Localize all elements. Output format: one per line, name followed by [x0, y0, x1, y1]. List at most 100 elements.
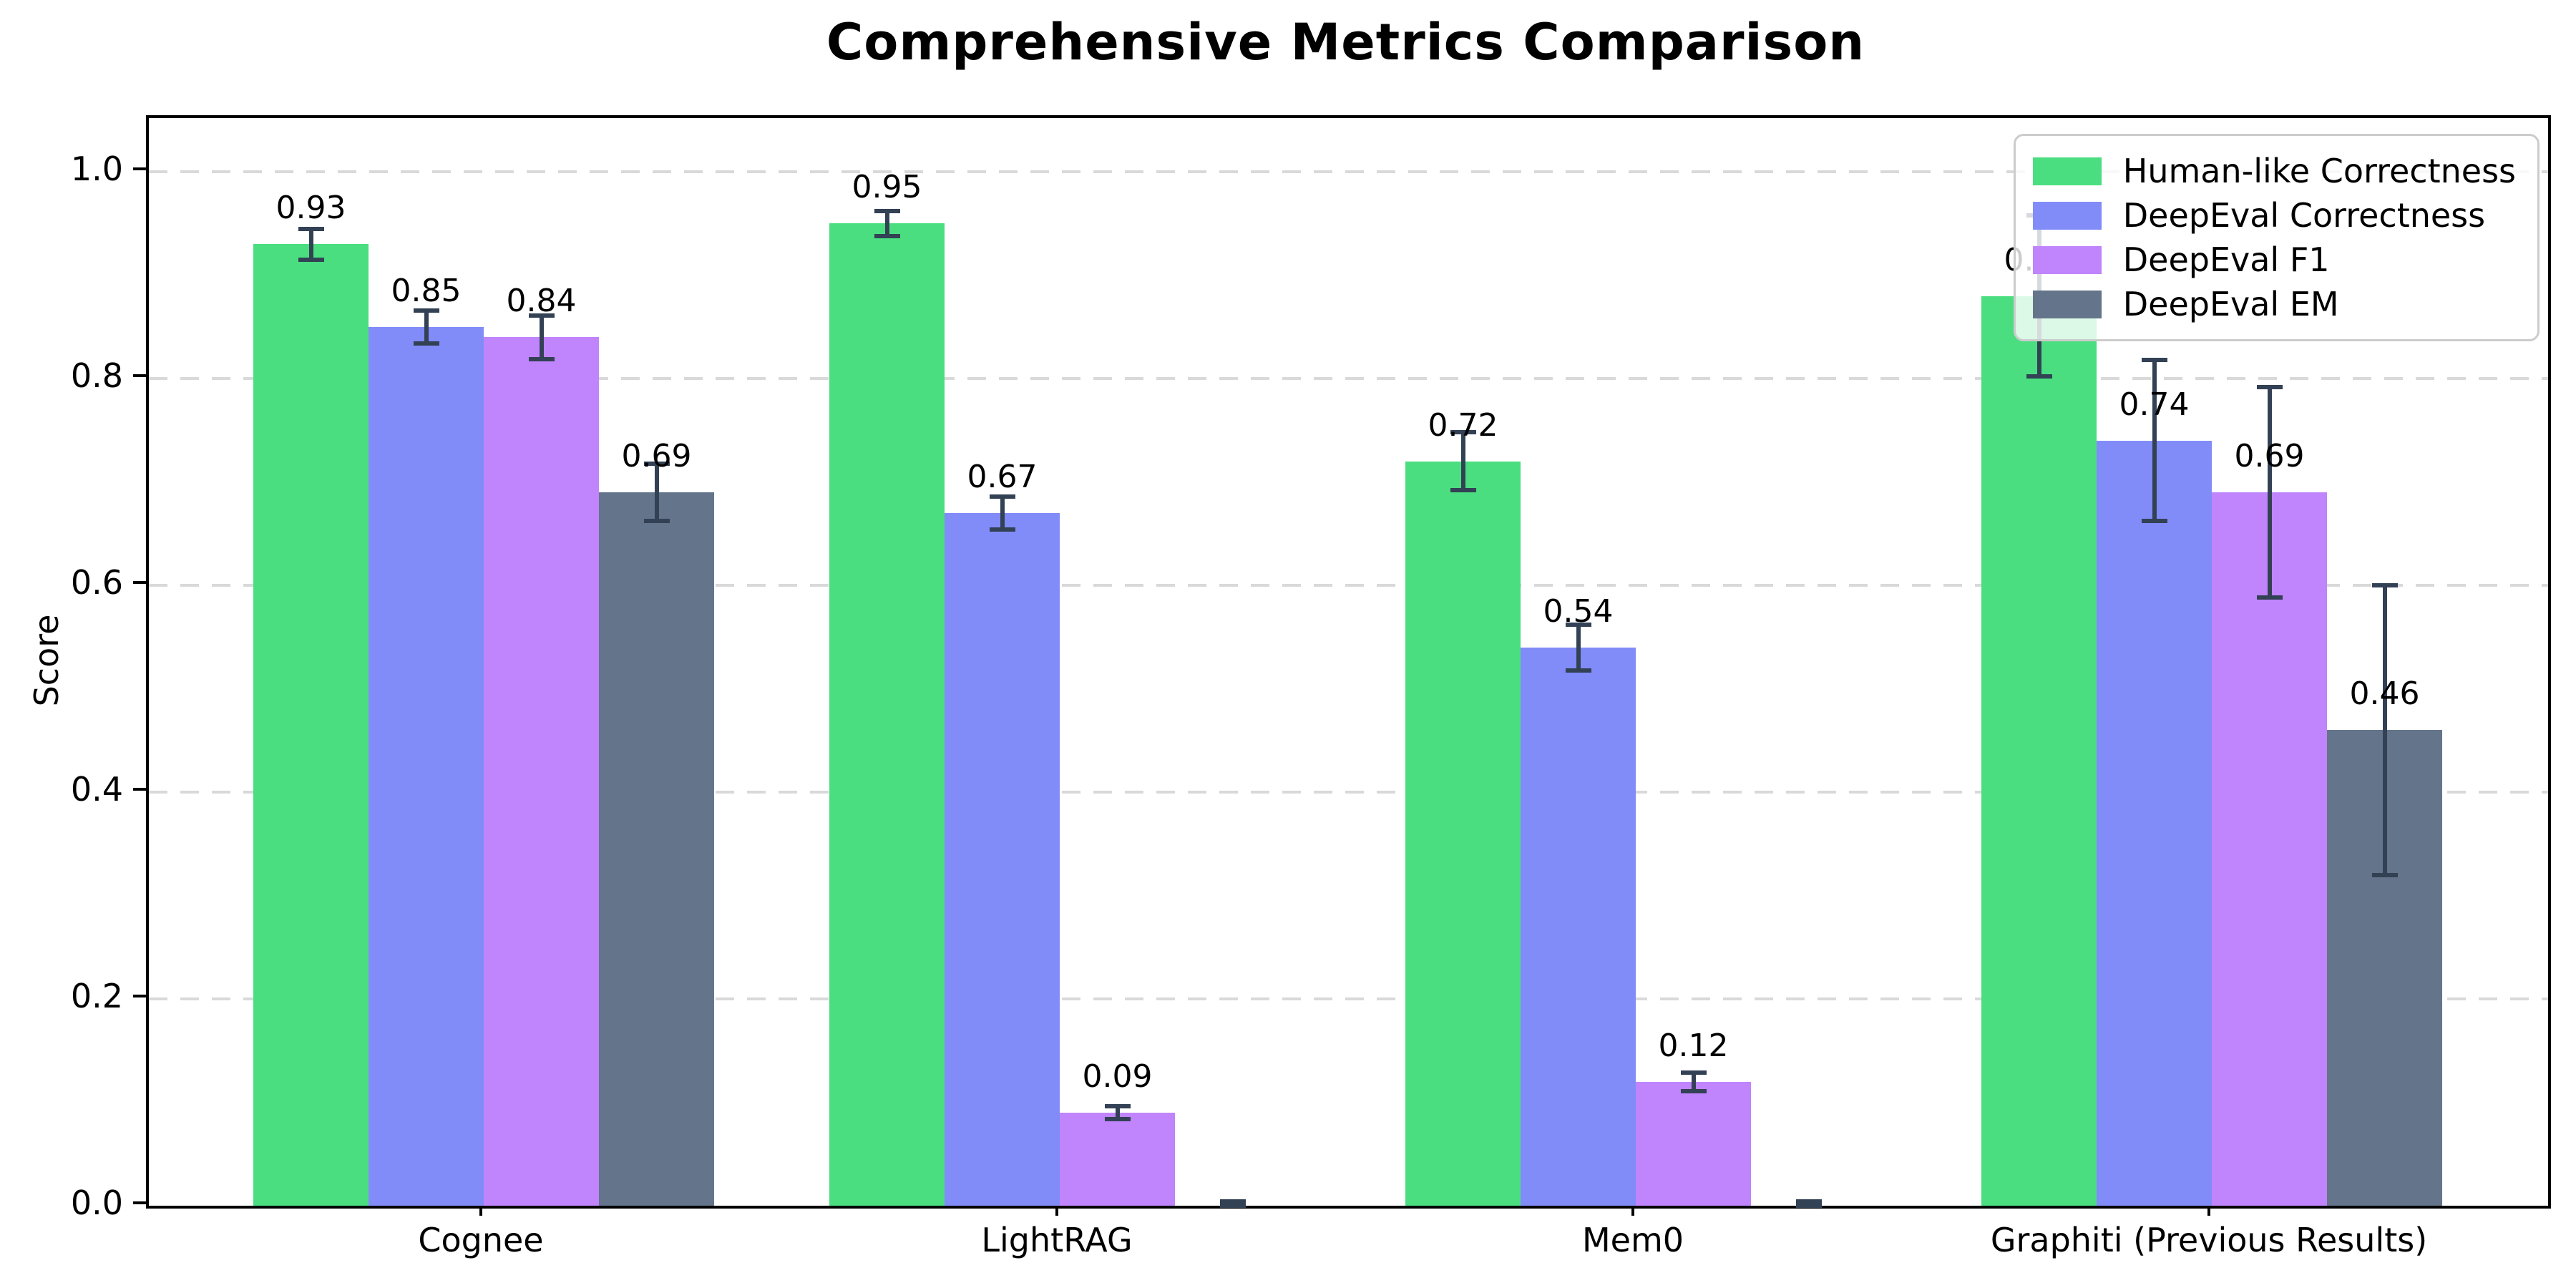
bar: [1981, 296, 2097, 1206]
error-bar-cap: [874, 209, 900, 214]
error-bar-cap: [1450, 488, 1476, 493]
y-tick-mark: [133, 374, 146, 378]
error-bar: [539, 315, 544, 359]
gridline: [149, 584, 2548, 587]
x-tick-mark: [2207, 1206, 2210, 1216]
error-bar-cap: [528, 313, 555, 318]
y-tick-mark: [133, 1201, 146, 1204]
gridline: [149, 170, 2548, 174]
error-bar: [1691, 1072, 1696, 1091]
gridline: [149, 997, 2548, 1001]
x-tick-label: LightRAG: [981, 1221, 1133, 1259]
bar: [369, 326, 484, 1206]
legend-item: Human-like Correctness: [2032, 149, 2516, 193]
error-bar: [2382, 585, 2387, 875]
value-label: 0.54: [1543, 592, 1614, 630]
error-bar-cap: [1565, 622, 1591, 627]
value-label: 0.69: [621, 438, 692, 475]
value-label: 0.69: [2234, 438, 2305, 475]
x-tick-label: Mem0: [1581, 1221, 1684, 1259]
error-bar: [308, 228, 313, 260]
bar: [2097, 440, 2212, 1206]
error-bar-cap: [874, 233, 900, 238]
error-bar: [424, 310, 429, 343]
legend: Human-like Correctness DeepEval Correctne…: [2013, 134, 2540, 341]
value-label: 0.95: [852, 169, 922, 206]
value-label: 0.67: [967, 458, 1038, 495]
error-bar-cap: [643, 461, 670, 466]
error-bar-cap: [1795, 1199, 1822, 1204]
legend-item: DeepEval Correctness: [2032, 193, 2516, 238]
error-bar-cap: [1450, 430, 1476, 435]
legend-label: DeepEval EM: [2122, 285, 2339, 323]
error-bar: [1576, 624, 1581, 670]
y-tick-label: 1.0: [70, 150, 123, 189]
legend-label: DeepEval F1: [2122, 240, 2330, 279]
bar: [1060, 1112, 1175, 1206]
x-tick-label: Cognee: [418, 1221, 544, 1259]
gridline: [149, 791, 2548, 794]
value-label: 0.72: [1428, 406, 1498, 444]
bar: [829, 223, 945, 1206]
x-tick-label: Graphiti (Previous Results): [1990, 1221, 2428, 1259]
legend-swatch: [2032, 290, 2102, 318]
error-bar-cap: [1219, 1199, 1246, 1204]
bar: [945, 512, 1060, 1206]
error-bar: [654, 463, 659, 522]
error-bar-cap: [1680, 1070, 1707, 1075]
error-bar: [2152, 360, 2157, 522]
error-bar-cap: [989, 527, 1015, 532]
error-bar-cap: [413, 341, 439, 346]
error-bar-cap: [1680, 1088, 1707, 1093]
y-tick-mark: [133, 167, 146, 171]
error-bar: [2267, 386, 2272, 598]
error-bar-cap: [1219, 1204, 1246, 1208]
error-bar: [884, 211, 889, 236]
value-label: 0.85: [391, 272, 462, 309]
x-tick-mark: [479, 1206, 482, 1216]
error-bar-cap: [528, 356, 555, 361]
error-bar: [1115, 1106, 1120, 1119]
y-tick-label: 0.4: [70, 770, 123, 809]
legend-label: DeepEval Correctness: [2122, 196, 2486, 235]
error-bar-cap: [2141, 519, 2167, 524]
bar: [1521, 647, 1636, 1206]
value-label: 0.93: [275, 190, 346, 227]
y-tick-label: 0.8: [70, 356, 123, 396]
value-label: 0.74: [2119, 386, 2190, 423]
gridline: [149, 377, 2548, 381]
error-bar-cap: [2256, 595, 2283, 600]
legend-swatch: [2032, 201, 2102, 230]
x-tick-mark: [1055, 1206, 1058, 1216]
bar: [2212, 492, 2327, 1206]
value-label: 0.09: [1082, 1058, 1153, 1095]
error-bar-cap: [2026, 374, 2052, 379]
bar: [484, 337, 599, 1206]
error-bar-cap: [1795, 1204, 1822, 1208]
bar: [1405, 461, 1521, 1206]
error-bar-cap: [1104, 1104, 1131, 1109]
legend-swatch: [2032, 245, 2102, 274]
y-tick-mark: [133, 788, 146, 791]
x-tick-mark: [1631, 1206, 1634, 1216]
bar: [1636, 1081, 1751, 1206]
y-tick-mark: [133, 995, 146, 998]
y-tick-label: 0.6: [70, 563, 123, 602]
legend-item: DeepEval F1: [2032, 238, 2516, 282]
plot-area: Human-like Correctness DeepEval Correctne…: [146, 115, 2551, 1209]
error-bar-cap: [2256, 384, 2283, 389]
value-label: 0.46: [2349, 675, 2420, 713]
error-bar: [1460, 432, 1465, 491]
error-bar-cap: [1104, 1116, 1131, 1121]
value-label: 0.12: [1658, 1027, 1729, 1064]
error-bar: [1000, 496, 1005, 530]
chart-title: Comprehensive Metrics Comparison: [826, 13, 1865, 72]
value-label: 0.84: [506, 283, 577, 320]
error-bar-cap: [1565, 668, 1591, 673]
bar: [599, 492, 714, 1206]
legend-label: Human-like Correctness: [2122, 152, 2516, 190]
bar: [253, 244, 369, 1206]
error-bar-cap: [2371, 872, 2398, 877]
error-bar-cap: [298, 257, 324, 262]
